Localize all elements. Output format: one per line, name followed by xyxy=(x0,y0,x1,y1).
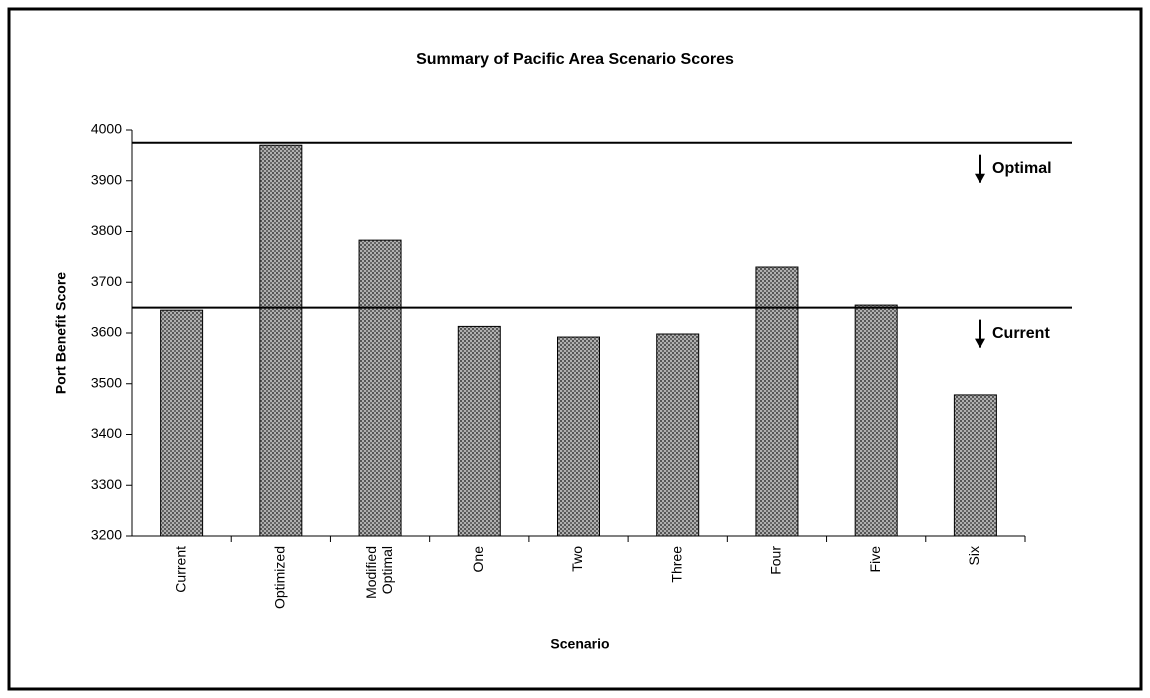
chart-title: Summary of Pacific Area Scenario Scores xyxy=(416,51,734,68)
arrow-head xyxy=(975,338,985,348)
arrow-head xyxy=(975,173,985,183)
bar xyxy=(160,309,204,537)
y-tick-label: 3300 xyxy=(91,476,122,492)
bar xyxy=(259,144,303,537)
x-tick-label: Five xyxy=(867,546,883,573)
y-axis-label: Port Benefit Score xyxy=(53,272,69,394)
y-tick-label: 3800 xyxy=(91,222,122,238)
y-tick-label: 3500 xyxy=(91,374,122,390)
bar xyxy=(656,333,700,537)
y-tick-label: 4000 xyxy=(91,121,122,137)
x-tick-label: Three xyxy=(668,546,684,583)
x-tick-label: Two xyxy=(569,546,585,572)
y-tick-label: 3400 xyxy=(91,425,122,441)
reference-label: Current xyxy=(992,325,1050,342)
bar xyxy=(854,304,898,537)
x-tick-label: Optimized xyxy=(272,546,288,609)
y-tick-label: 3200 xyxy=(91,527,122,543)
x-axis-label: Scenario xyxy=(550,636,609,652)
x-tick-label: ModifiedOptimal xyxy=(363,546,395,599)
bar xyxy=(557,336,600,537)
x-tick-label: Four xyxy=(768,546,784,575)
bar xyxy=(457,325,501,537)
bar xyxy=(755,266,799,537)
reference-label: Optimal xyxy=(992,160,1052,177)
y-tick-label: 3600 xyxy=(91,324,122,340)
x-tick-label: One xyxy=(470,546,486,573)
y-tick-label: 3700 xyxy=(91,273,122,289)
x-tick-label: Current xyxy=(172,546,188,593)
bar xyxy=(358,239,402,537)
frame xyxy=(7,7,1143,691)
y-tick-label: 3900 xyxy=(91,171,122,187)
x-tick-label: Six xyxy=(966,546,982,565)
bar xyxy=(953,394,997,537)
